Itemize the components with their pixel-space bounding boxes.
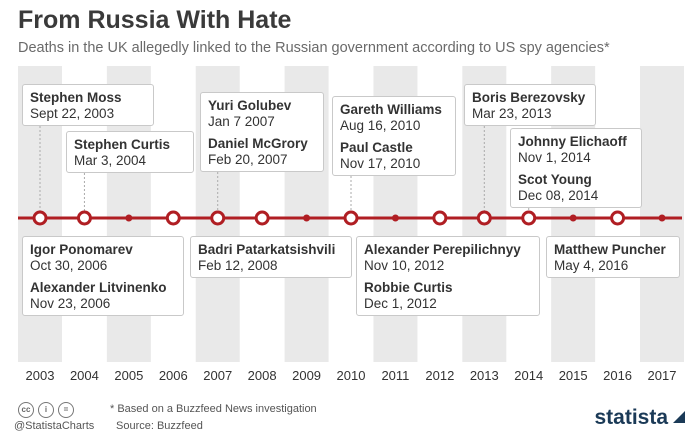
event-marker-2003 [32,210,48,226]
event-entry: Gareth Williams Aug 16, 2010 [340,102,455,134]
year-label-2014: 2014 [514,368,544,383]
event-entry: Boris Berezovsky Mar 23, 2013 [472,90,595,122]
victim-name: Johnny Elichaoff [518,134,627,149]
year-label-2009: 2009 [292,368,322,383]
page-subtitle: Deaths in the UK allegedly linked to the… [18,40,610,56]
attribution-icon: i [38,402,54,418]
event-entry: Paul Castle Nov 17, 2010 [340,140,455,172]
year-dot-2017 [658,214,666,222]
cc-license-icon: cc [18,402,34,418]
death-date: Dec 1, 2012 [364,296,437,311]
year-label-2016: 2016 [603,368,633,383]
year-dot-2005 [125,214,133,222]
victim-name: Igor Ponomarev [30,242,133,257]
event-card-2008: Badri Patarkatsishvili Feb 12, 2008 [190,236,352,278]
year-label-2017: 2017 [647,368,677,383]
year-label-2012: 2012 [425,368,455,383]
statista-logo: statista [594,406,668,429]
victim-name: Stephen Curtis [74,137,171,152]
death-date: Nov 10, 2012 [364,258,445,273]
event-entry: Scot Young Dec 08, 2014 [518,172,641,204]
event-entry: Alexander Litvinenko Nov 23, 2006 [30,280,183,312]
event-marker-2012 [432,210,448,226]
statista-handle: @StatistaCharts [14,420,95,432]
event-marker-2016 [610,210,626,226]
victim-name: Alexander Perepilichnyy [364,242,521,257]
year-label-2015: 2015 [558,368,588,383]
death-date: Mar 23, 2013 [472,106,552,121]
year-dot-2009 [303,214,311,222]
death-date: Oct 30, 2006 [30,258,108,273]
event-entry: Robbie Curtis Dec 1, 2012 [364,280,539,312]
victim-name: Alexander Litvinenko [30,280,167,295]
death-date: Nov 17, 2010 [340,156,421,171]
event-entry: Badri Patarkatsishvili Feb 12, 2008 [198,242,351,274]
event-card-2004: Stephen Curtis Mar 3, 2004 [66,131,194,173]
year-dot-2011 [391,214,399,222]
death-date: Feb 12, 2008 [198,258,278,273]
year-label-2010: 2010 [336,368,366,383]
event-card-2010: Gareth Williams Aug 16, 2010 Paul Castle No… [332,96,456,176]
victim-name: Robbie Curtis [364,280,453,295]
event-entry: Johnny Elichaoff Nov 1, 2014 [518,134,641,166]
event-marker-2010 [343,210,359,226]
event-marker-2014 [521,210,537,226]
year-label-2003: 2003 [25,368,55,383]
victim-name: Daniel McGrory [208,136,308,151]
death-date: Mar 3, 2004 [74,153,147,168]
event-marker-2008 [254,210,270,226]
event-entry: Daniel McGrory Feb 20, 2007 [208,136,323,168]
victim-name: Gareth Williams [340,102,442,117]
event-marker-2013 [476,210,492,226]
event-entry: Alexander Perepilichnyy Nov 10, 2012 [364,242,539,274]
year-label-2011: 2011 [381,368,410,383]
victim-name: Matthew Puncher [554,242,666,257]
no-derivatives-icon: = [58,402,74,418]
death-date: Nov 1, 2014 [518,150,591,165]
victim-name: Yuri Golubev [208,98,292,113]
source-note: Source: Buzzfeed [116,420,203,432]
event-entry: Stephen Moss Sept 22, 2003 [30,90,153,122]
event-card-2014: Johnny Elichaoff Nov 1, 2014 Scot Young Dec… [510,128,642,208]
year-band-2017 [640,66,685,362]
event-card-2016: Matthew Puncher May 4, 2016 [546,236,680,278]
year-label-2005: 2005 [114,368,144,383]
death-date: Aug 16, 2010 [340,118,421,133]
victim-name: Badri Patarkatsishvili [198,242,336,257]
death-date: Nov 23, 2006 [30,296,111,311]
victim-name: Stephen Moss [30,90,122,105]
victim-name: Scot Young [518,172,592,187]
death-date: Sept 22, 2003 [30,106,115,121]
year-label-2007: 2007 [203,368,233,383]
death-date: Jan 7 2007 [208,114,275,129]
event-entry: Stephen Curtis Mar 3, 2004 [74,137,193,169]
event-card-2012: Alexander Perepilichnyy Nov 10, 2012 Robbi… [356,236,540,316]
victim-name: Paul Castle [340,140,413,155]
footnote: * Based on a Buzzfeed News investigation [110,403,317,415]
death-date: Dec 08, 2014 [518,188,599,203]
event-entry: Yuri Golubev Jan 7 2007 [208,98,323,130]
event-card-2006: Igor Ponomarev Oct 30, 2006 Alexander Litv… [22,236,184,316]
page-title: From Russia With Hate [18,6,292,34]
event-entry: Igor Ponomarev Oct 30, 2006 [30,242,183,274]
event-marker-2007 [210,210,226,226]
event-card-2007: Yuri Golubev Jan 7 2007 Daniel McGrory Feb … [200,92,324,172]
year-label-2013: 2013 [469,368,499,383]
event-card-2013: Boris Berezovsky Mar 23, 2013 [464,84,596,126]
year-label-2008: 2008 [247,368,277,383]
event-entry: Matthew Puncher May 4, 2016 [554,242,679,274]
death-date: Feb 20, 2007 [208,152,288,167]
event-marker-2004 [76,210,92,226]
statista-logo-icon [673,411,685,423]
year-label-2004: 2004 [69,368,99,383]
event-marker-2006 [165,210,181,226]
victim-name: Boris Berezovsky [472,90,586,105]
death-date: May 4, 2016 [554,258,629,273]
year-label-2006: 2006 [158,368,188,383]
event-card-2003: Stephen Moss Sept 22, 2003 [22,84,154,126]
year-dot-2015 [569,214,577,222]
